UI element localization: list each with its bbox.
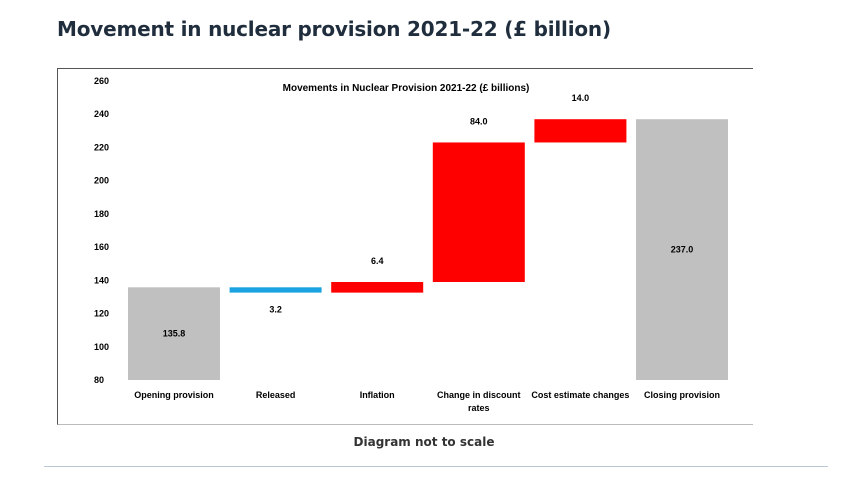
x-tick-label: Change in discount bbox=[437, 390, 521, 400]
bar-value-label: 6.4 bbox=[371, 256, 384, 266]
x-tick-label: Opening provision bbox=[134, 390, 214, 400]
divider bbox=[44, 466, 828, 467]
bar-value-label: 14.0 bbox=[572, 93, 590, 103]
bar-increase bbox=[331, 281, 424, 293]
bar-decrease bbox=[229, 287, 322, 293]
bar-total bbox=[636, 119, 728, 380]
y-tick-label: 200 bbox=[94, 176, 109, 186]
y-tick-label: 100 bbox=[94, 342, 109, 352]
y-tick-label: 260 bbox=[94, 76, 109, 86]
x-tick-label: rates bbox=[468, 403, 490, 413]
page-title: Movement in nuclear provision 2021-22 (£… bbox=[57, 17, 611, 41]
bar-total bbox=[128, 287, 220, 380]
chart-caption: Diagram not to scale bbox=[353, 435, 495, 449]
x-tick-label: Inflation bbox=[360, 390, 395, 400]
x-tick-label: Closing provision bbox=[644, 390, 720, 400]
waterfall-chart: Movements in Nuclear Provision 2021-22 (… bbox=[57, 68, 753, 425]
y-tick-label: 120 bbox=[94, 309, 109, 319]
bar-value-label: 3.2 bbox=[269, 305, 282, 315]
y-tick-label: 240 bbox=[94, 109, 109, 119]
bar-increase bbox=[534, 119, 627, 143]
bar-value-label: 237.0 bbox=[671, 245, 694, 255]
y-tick-label: 80 bbox=[94, 375, 104, 385]
bar-value-label: 135.8 bbox=[163, 329, 186, 339]
bar-increase bbox=[432, 142, 525, 282]
chart-title: Movements in Nuclear Provision 2021-22 (… bbox=[283, 83, 530, 94]
x-tick-label: Cost estimate changes bbox=[531, 390, 629, 400]
x-tick-label: Released bbox=[256, 390, 296, 400]
chart-canvas: Movements in Nuclear Provision 2021-22 (… bbox=[94, 76, 728, 413]
bar-value-label: 84.0 bbox=[470, 116, 488, 126]
y-tick-label: 140 bbox=[94, 275, 109, 285]
y-tick-label: 220 bbox=[94, 142, 109, 152]
y-tick-label: 160 bbox=[94, 242, 109, 252]
y-tick-label: 180 bbox=[94, 209, 109, 219]
